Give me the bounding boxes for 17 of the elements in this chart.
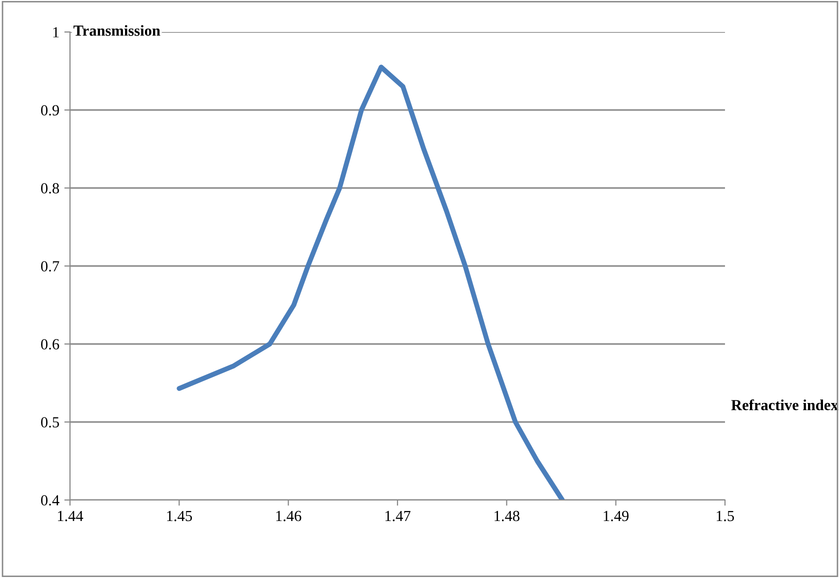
y-tick-label: 0.5 [41,417,59,428]
y-tick-label: 0.8 [41,183,59,194]
y-axis-title: Transmission [74,25,160,36]
x-tick-label: 1.5 [716,510,734,522]
x-tick-label: 1.49 [604,510,629,522]
line-series [176,64,565,500]
x-tick-label: 1.45 [167,510,192,522]
x-tick-label: 1.46 [276,510,302,522]
y-tick-label: 0.7 [41,261,60,272]
x-tick-label: 1.44 [58,510,84,522]
x-axis-title: Refractive index [731,399,838,410]
y-tick-label: 1 [53,27,59,38]
x-tick-label: 1.47 [385,510,410,522]
y-tick-label: 0.6 [41,339,60,350]
y-tick-label: 0.9 [41,105,59,116]
x-tick-label: 1.48 [494,510,520,522]
y-tick-label: 0.4 [41,495,60,506]
